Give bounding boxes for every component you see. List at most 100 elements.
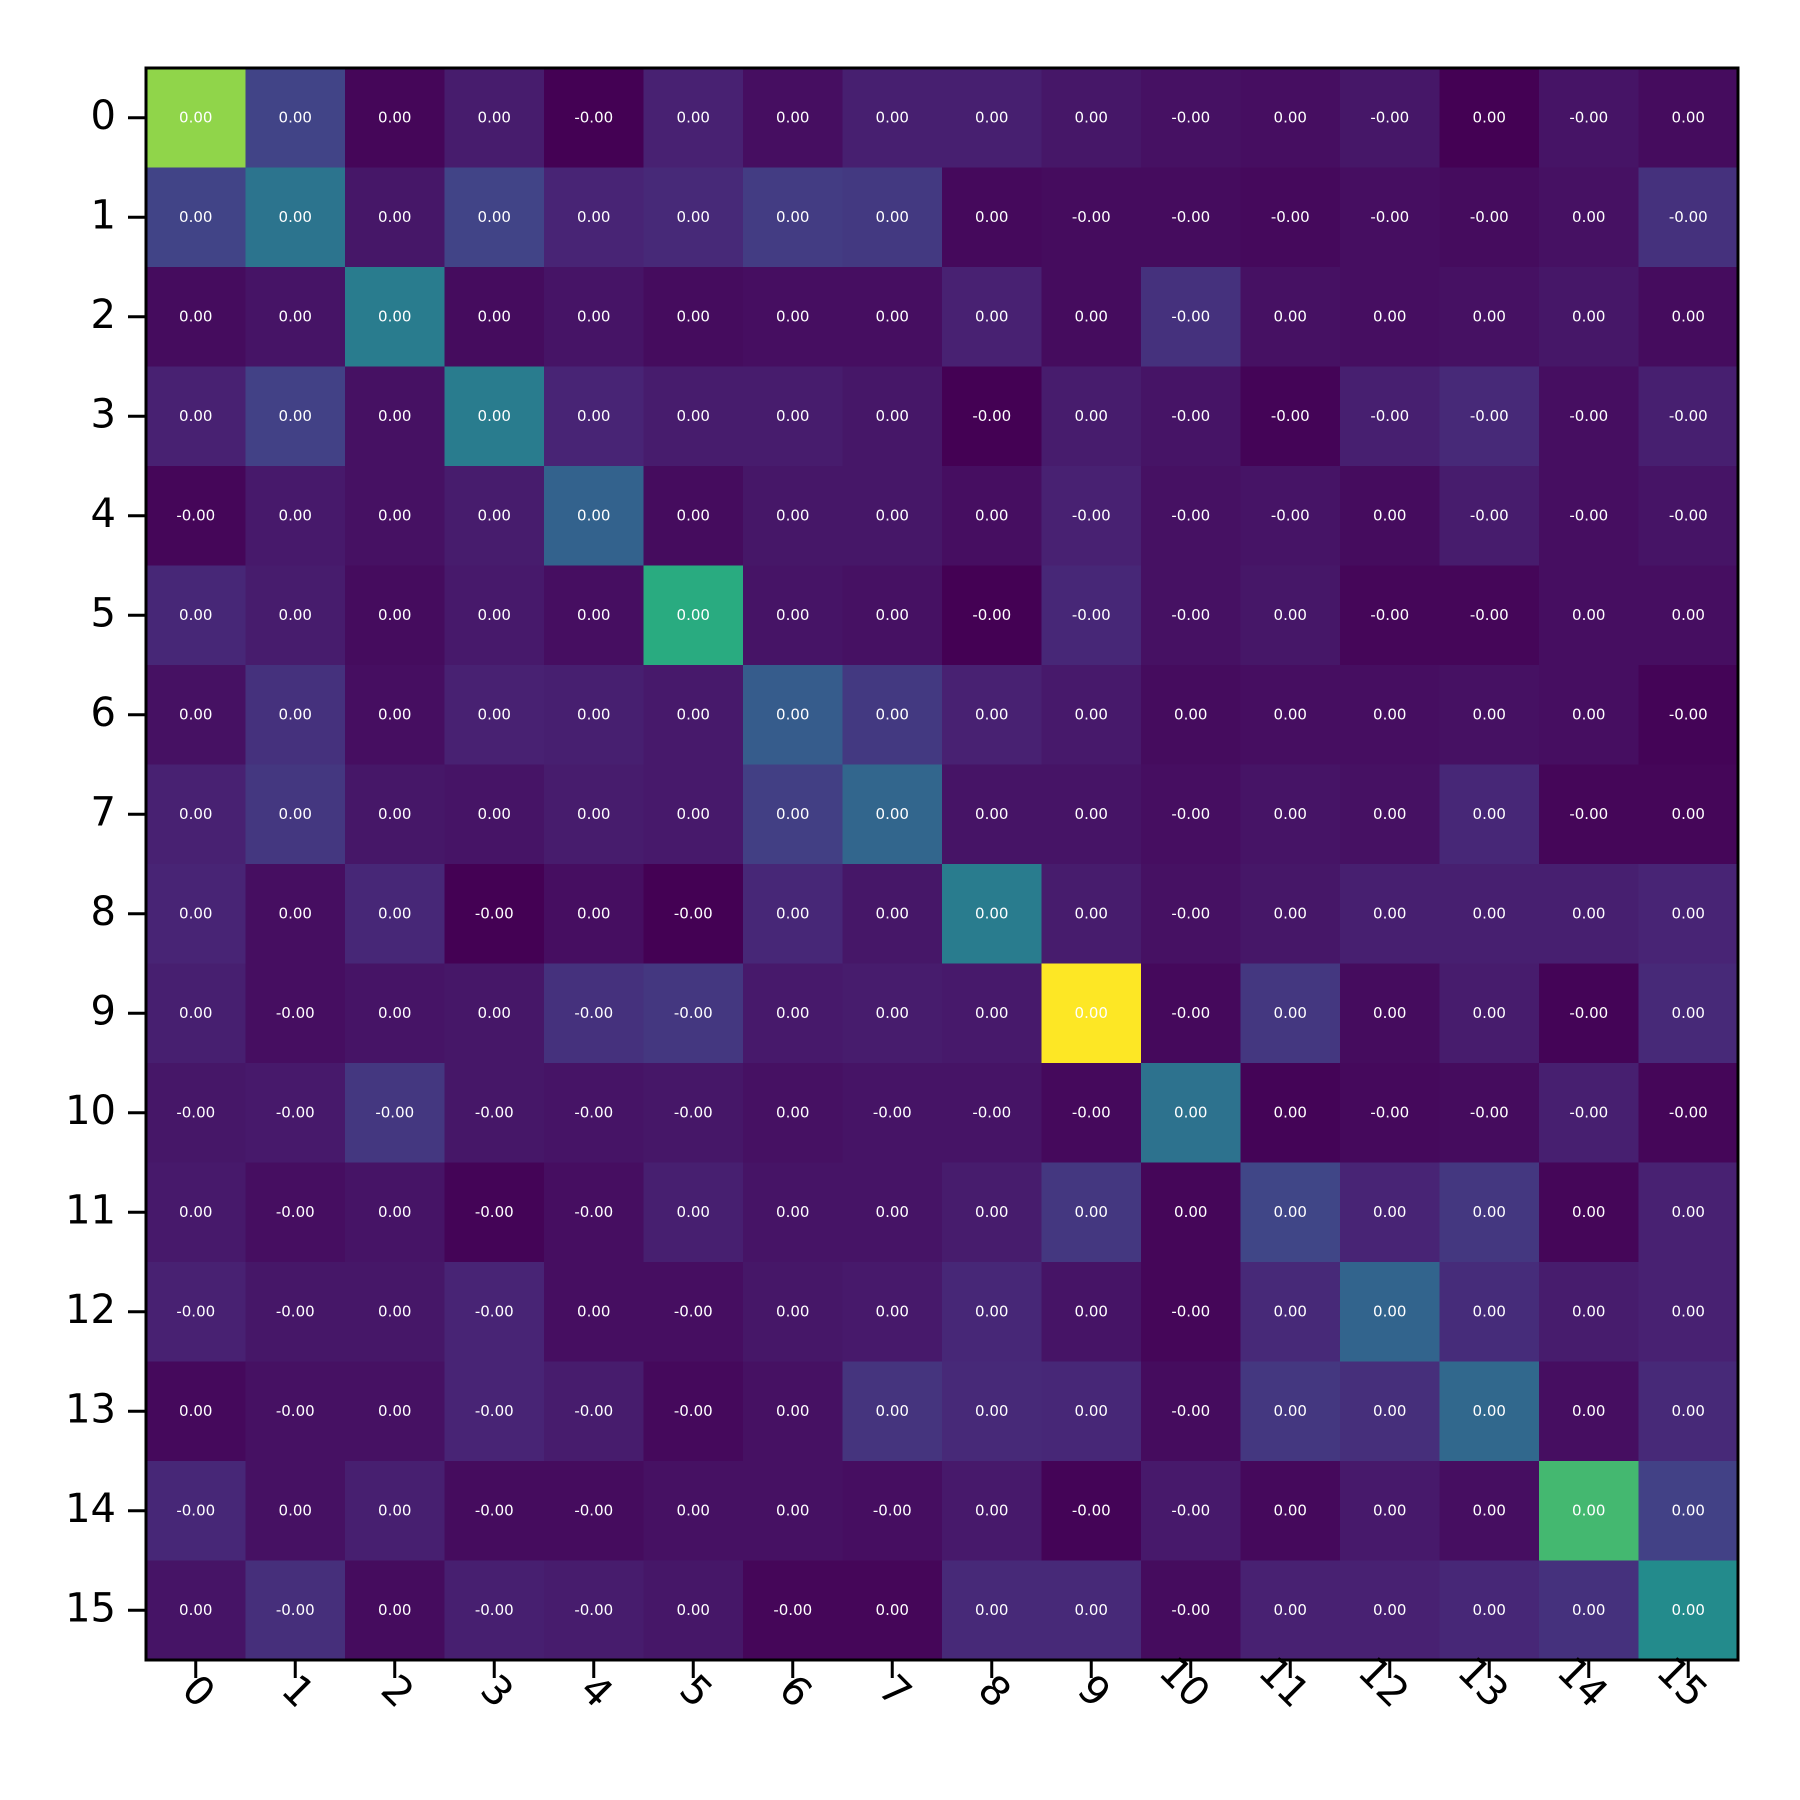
cell-value-label: 0.00	[975, 904, 1008, 922]
heatmap-cell	[345, 1560, 446, 1661]
heatmap-cell	[942, 1461, 1043, 1562]
heatmap-cell	[1340, 1262, 1441, 1363]
cell-value-label: 0.00	[1572, 208, 1605, 226]
cell-value-label: 0.00	[1274, 904, 1307, 922]
heatmap-cell	[842, 267, 943, 368]
cell-value-label: -0.00	[574, 108, 613, 126]
heatmap-cell	[345, 1063, 446, 1164]
cell-value-label: 0.00	[179, 904, 212, 922]
cell-value-label: 0.00	[478, 108, 511, 126]
heatmap-cell	[842, 1560, 943, 1661]
heatmap-cell	[1141, 764, 1242, 865]
cell-value-label: 0.00	[876, 208, 909, 226]
cell-value-label: 0.00	[577, 307, 610, 325]
cell-value-label: -0.00	[674, 1302, 713, 1320]
cell-value-label: 0.00	[1672, 805, 1705, 823]
heatmap-cell	[1141, 466, 1242, 567]
cell-value-label: 0.00	[1075, 1402, 1108, 1420]
cell-value-label: 0.00	[1373, 1601, 1406, 1619]
cell-value-label: 0.00	[776, 1203, 809, 1221]
cell-value-label: -0.00	[375, 1103, 414, 1121]
heatmap-cell	[842, 1461, 943, 1562]
cell-value-label: 0.00	[1672, 1302, 1705, 1320]
cell-value-label: 0.00	[776, 805, 809, 823]
heatmap-cell	[245, 665, 346, 766]
y-tick-label: 7	[91, 789, 116, 835]
cell-value-label: -0.00	[1669, 705, 1708, 723]
heatmap-cell	[245, 366, 346, 467]
cell-value-label: 0.00	[179, 108, 212, 126]
heatmap-cell	[743, 68, 844, 169]
cell-value-label: 0.00	[1274, 1004, 1307, 1022]
heatmap-cell	[1240, 1361, 1341, 1462]
cell-value-label: 0.00	[279, 705, 312, 723]
heatmap-cell	[245, 1262, 346, 1363]
heatmap-cell	[1240, 565, 1341, 666]
heatmap-cell	[146, 764, 247, 865]
cell-value-label: 0.00	[478, 407, 511, 425]
cell-value-label: -0.00	[176, 1302, 215, 1320]
cell-value-label: 0.00	[1373, 1302, 1406, 1320]
heatmap-cell	[444, 963, 545, 1064]
cell-value-label: 0.00	[279, 606, 312, 624]
heatmap-cell	[842, 466, 943, 567]
heatmap-cell	[146, 1162, 247, 1263]
cell-value-label: 0.00	[1473, 1402, 1506, 1420]
heatmap-cell	[1240, 366, 1341, 467]
heatmap-cell	[1638, 1262, 1739, 1363]
heatmap-cell	[1141, 1262, 1242, 1363]
heatmap-cell	[1439, 1262, 1540, 1363]
cell-value-label: 0.00	[1373, 307, 1406, 325]
heatmap-cell	[1539, 665, 1640, 766]
heatmap-cell	[544, 963, 645, 1064]
cell-value-label: 0.00	[1473, 904, 1506, 922]
cell-value-label: 0.00	[577, 1302, 610, 1320]
cell-value-label: 0.00	[179, 1004, 212, 1022]
cell-value-label: 0.00	[1274, 1402, 1307, 1420]
cell-value-label: -0.00	[475, 904, 514, 922]
cell-value-label: 0.00	[378, 506, 411, 524]
cell-value-label: 0.00	[876, 407, 909, 425]
heatmap-cell	[444, 167, 545, 268]
heatmap-cell	[1041, 1063, 1142, 1164]
cell-value-label: 0.00	[1473, 1601, 1506, 1619]
heatmap-cell	[1141, 366, 1242, 467]
heatmap-cell	[1539, 963, 1640, 1064]
heatmap-cell	[444, 366, 545, 467]
heatmap-cell	[146, 565, 247, 666]
cell-value-label: 0.00	[1672, 606, 1705, 624]
heatmap-cell	[942, 1262, 1043, 1363]
cell-value-label: -0.00	[1470, 606, 1509, 624]
cell-value-label: 0.00	[179, 307, 212, 325]
x-tick-label: 0	[173, 1666, 224, 1717]
heatmap-cell	[1240, 1063, 1341, 1164]
heatmap-cell	[643, 764, 744, 865]
cell-value-label: 0.00	[378, 108, 411, 126]
heatmap-cell	[942, 864, 1043, 965]
heatmap-cell	[444, 1063, 545, 1164]
cell-value-label: -0.00	[176, 1501, 215, 1519]
heatmap-cell	[146, 963, 247, 1064]
cell-value-label: -0.00	[574, 1501, 613, 1519]
heatmap-cell	[245, 68, 346, 169]
heatmap-cell	[444, 665, 545, 766]
heatmap-cell	[1638, 267, 1739, 368]
cell-value-label: -0.00	[972, 407, 1011, 425]
cell-value-label: 0.00	[776, 904, 809, 922]
cell-value-label: 0.00	[776, 1501, 809, 1519]
cell-value-label: -0.00	[1271, 506, 1310, 524]
cell-value-label: -0.00	[873, 1501, 912, 1519]
cell-value-label: 0.00	[1274, 606, 1307, 624]
y-tick-label: 11	[65, 1187, 116, 1233]
cell-value-label: -0.00	[1171, 1402, 1210, 1420]
heatmap-cell	[544, 1560, 645, 1661]
cell-value-label: -0.00	[1669, 506, 1708, 524]
heatmap-cell	[743, 267, 844, 368]
cell-value-label: 0.00	[1373, 1402, 1406, 1420]
cell-value-label: -0.00	[1171, 407, 1210, 425]
heatmap-cell	[1340, 366, 1441, 467]
heatmap-cell	[1240, 1162, 1341, 1263]
cell-value-label: 0.00	[975, 705, 1008, 723]
cell-value-label: 0.00	[975, 208, 1008, 226]
heatmap-cell	[1041, 1560, 1142, 1661]
